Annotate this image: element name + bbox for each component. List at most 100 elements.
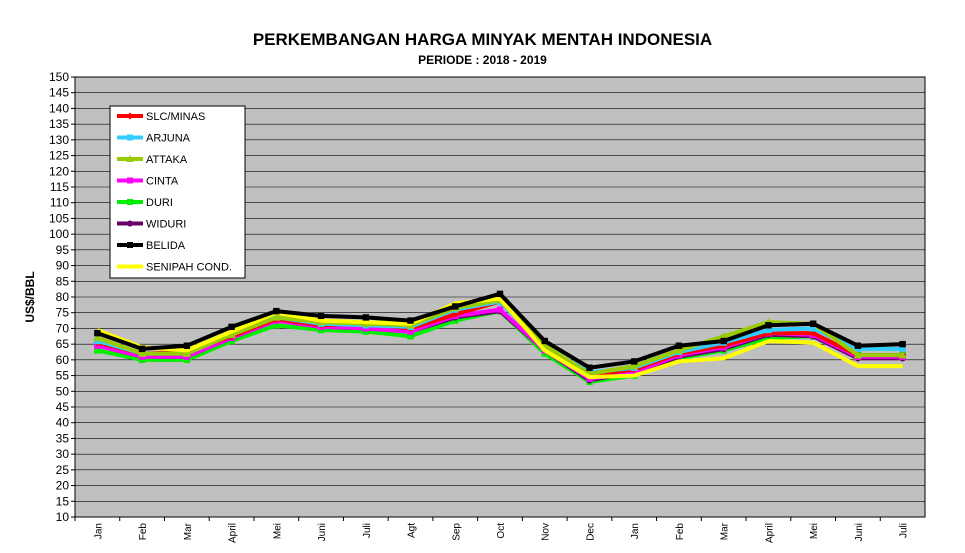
y-tick-label: 110 (50, 196, 69, 210)
legend: SLC/MINAS ARJUNA ATTAKA CINTA DURI WIDURI BELI… (109, 105, 246, 279)
y-tick-label: 130 (49, 133, 69, 147)
x-tick-label: Mar (183, 522, 194, 540)
legend-item: ATTAKA (117, 154, 188, 166)
legend-label: DURI (146, 197, 173, 209)
y-tick-label: 40 (56, 416, 70, 430)
x-tick-label: Mar (720, 522, 731, 540)
data-point (809, 320, 817, 327)
data-point (93, 333, 102, 342)
y-tick-label: 15 (56, 494, 70, 508)
data-point (407, 317, 414, 324)
x-tick-label: Dec (585, 523, 596, 541)
y-tick-label: 140 (49, 101, 69, 115)
y-tick-label: 65 (56, 337, 70, 351)
data-point (496, 290, 504, 298)
y-tick-label: 25 (56, 463, 70, 477)
data-point (586, 364, 593, 371)
data-point (317, 312, 325, 320)
data-point (127, 220, 133, 227)
x-axis-ticks: Jan Feb Mar April Mei Juni Juli Agt Sep Oct Nov Dec… (74, 517, 910, 543)
legend-label: BELIDA (146, 240, 186, 252)
data-point (127, 199, 133, 205)
data-point (94, 347, 101, 354)
series-line (96, 296, 903, 380)
data-point (809, 325, 817, 332)
y-tick-label: 105 (49, 211, 69, 225)
data-point (127, 134, 133, 141)
data-point (126, 155, 134, 162)
data-point (765, 322, 772, 329)
y-axis-label: US$/BBL (23, 271, 37, 322)
y-tick-label: 35 (56, 431, 70, 445)
data-point (719, 332, 728, 340)
x-tick-label: Agt (407, 523, 418, 538)
y-tick-label: 100 (49, 227, 69, 241)
data-point (675, 342, 683, 349)
x-tick-label: Juli (362, 523, 373, 538)
y-tick-label: 45 (56, 400, 70, 414)
data-point (407, 333, 414, 340)
y-tick-label: 85 (56, 274, 70, 288)
x-tick-label: Mei (809, 523, 820, 539)
y-tick-label: 90 (56, 259, 70, 273)
x-tick-label: Oct (496, 523, 507, 539)
data-point (273, 307, 280, 315)
data-point (228, 323, 235, 331)
data-point (899, 340, 906, 348)
x-tick-label: Nov (541, 523, 552, 541)
x-tick-label: Juni (317, 523, 328, 541)
y-tick-label: 55 (56, 369, 70, 383)
legend-item: BELIDA (117, 240, 186, 252)
data-point (138, 345, 146, 353)
y-tick-label: 75 (56, 306, 70, 320)
chart-subtitle: PERIODE : 2018 - 2019 (418, 53, 547, 67)
legend-item: DURI (117, 197, 173, 209)
series-7 (94, 290, 906, 371)
data-point (496, 306, 504, 313)
legend-label: WIDURI (146, 219, 186, 231)
data-point (630, 361, 639, 370)
legend-label: SENIPAH COND. (146, 262, 232, 274)
data-point (362, 314, 369, 321)
x-tick-label: Juli (899, 523, 910, 538)
y-tick-label: 150 (49, 70, 69, 84)
x-tick-label: Mei (272, 523, 283, 539)
y-tick-label: 80 (56, 290, 70, 304)
legend-label: SLC/MINAS (146, 111, 205, 123)
x-tick-label: Sep (451, 523, 462, 541)
data-point (631, 358, 638, 365)
y-tick-label: 115 (50, 180, 69, 194)
x-tick-label: Jan (93, 523, 104, 539)
x-tick-label: Feb (138, 523, 149, 541)
y-tick-label: 95 (56, 243, 70, 257)
y-tick-label: 120 (49, 164, 69, 178)
y-tick-label: 145 (49, 86, 69, 100)
data-point (126, 112, 134, 120)
y-tick-label: 135 (49, 117, 69, 131)
x-tick-label: April (228, 523, 239, 543)
data-point (853, 350, 863, 359)
data-point (899, 345, 906, 353)
data-point (182, 349, 192, 357)
legend-item: SLC/MINAS (117, 111, 205, 123)
data-point (227, 330, 236, 338)
legend-item: SENIPAH COND. (117, 262, 232, 274)
y-axis-ticks: 1015202530354045505560657075808590951001… (49, 70, 75, 524)
data-point (854, 342, 862, 349)
y-tick-label: 20 (56, 479, 70, 493)
x-tick-label: Feb (675, 523, 686, 541)
data-point (809, 329, 817, 337)
data-point (183, 342, 191, 349)
legend-item: ARJUNA (117, 133, 191, 145)
y-tick-label: 10 (56, 510, 70, 524)
x-tick-label: April (764, 523, 775, 543)
chart-title: PERKEMBANGAN HARGA MINYAK MENTAH INDONES… (252, 30, 713, 49)
y-tick-label: 30 (56, 447, 70, 461)
legend-item: CINTA (117, 176, 179, 188)
legend-label: ATTAKA (146, 154, 188, 166)
y-tick-label: 60 (56, 353, 70, 367)
data-point (674, 346, 684, 354)
series-8 (96, 296, 903, 380)
data-point (272, 313, 281, 321)
